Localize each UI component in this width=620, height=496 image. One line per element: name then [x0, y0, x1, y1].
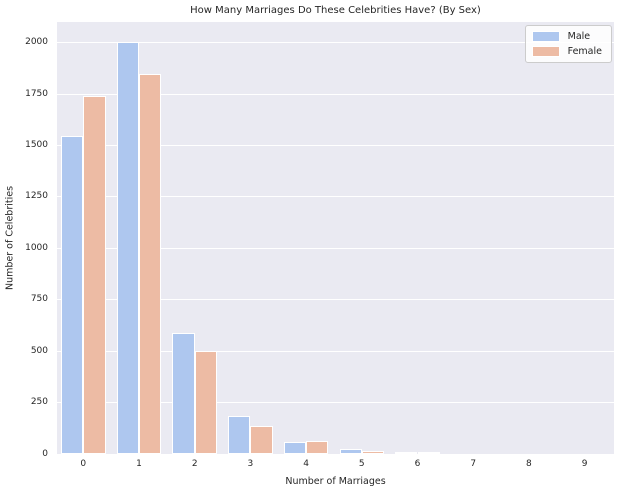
- x-axis-label: Number of Marriages: [285, 476, 386, 487]
- legend: Male Female: [524, 25, 612, 63]
- gridline-500: [57, 350, 614, 352]
- bar-female-6: [417, 452, 440, 454]
- gridline-1500: [57, 144, 614, 146]
- x-tick-label-3: 3: [247, 459, 254, 469]
- y-tick-label-1000: 1000: [25, 242, 48, 253]
- x-tick-label-6: 6: [414, 459, 421, 469]
- x-tick-label-7: 7: [470, 459, 477, 469]
- y-tick-label-1250: 1250: [25, 191, 48, 202]
- y-tick-label-1500: 1500: [25, 139, 48, 150]
- y-tick-label-2000: 2000: [25, 37, 48, 48]
- y-tick-label-0: 0: [42, 448, 48, 459]
- y-axis-label: Number of Celebrities: [4, 185, 16, 291]
- bar-female-3: [250, 426, 273, 454]
- y-tick-label-500: 500: [30, 345, 48, 356]
- bar-male-3: [228, 415, 251, 454]
- gridline-1750: [57, 93, 614, 95]
- x-tick-label-5: 5: [358, 459, 365, 469]
- x-tick-label-1: 1: [136, 459, 142, 469]
- bar-male-1: [116, 41, 139, 454]
- chart-title: How Many Marriages Do These Celebrities …: [190, 5, 481, 16]
- y-tick-label-1750: 1750: [25, 88, 48, 99]
- legend-swatch-female: [531, 46, 560, 57]
- x-tick-label-9: 9: [581, 459, 588, 469]
- x-tick-label-8: 8: [526, 459, 532, 469]
- plot-area: [57, 22, 614, 454]
- bar-female-2: [194, 351, 217, 454]
- y-tick-label-250: 250: [30, 397, 48, 408]
- legend-label-female: Female: [567, 46, 602, 57]
- gridline-2000: [57, 42, 614, 44]
- bar-male-4: [283, 441, 307, 454]
- gridline-1250: [57, 196, 614, 198]
- gridline-750: [57, 299, 614, 301]
- bar-female-0: [83, 96, 106, 454]
- x-tick-label-0: 0: [80, 459, 87, 469]
- bar-male-2: [172, 332, 195, 454]
- x-tick-label-2: 2: [191, 459, 198, 469]
- legend-swatch-male: [531, 31, 560, 42]
- legend-row-male: Male: [531, 31, 602, 42]
- y-tick-label-750: 750: [30, 294, 48, 305]
- bar-male-6: [395, 452, 418, 454]
- gridline-250: [57, 402, 614, 404]
- bar-male-0: [61, 136, 84, 454]
- bar-female-4: [306, 440, 329, 454]
- bar-female-5: [361, 450, 385, 454]
- gridline-1000: [57, 247, 614, 249]
- bar-female-1: [139, 74, 162, 454]
- bar-male-5: [339, 448, 362, 454]
- x-tick-label-4: 4: [303, 459, 309, 469]
- legend-row-female: Female: [531, 46, 602, 57]
- legend-label-male: Male: [567, 31, 591, 42]
